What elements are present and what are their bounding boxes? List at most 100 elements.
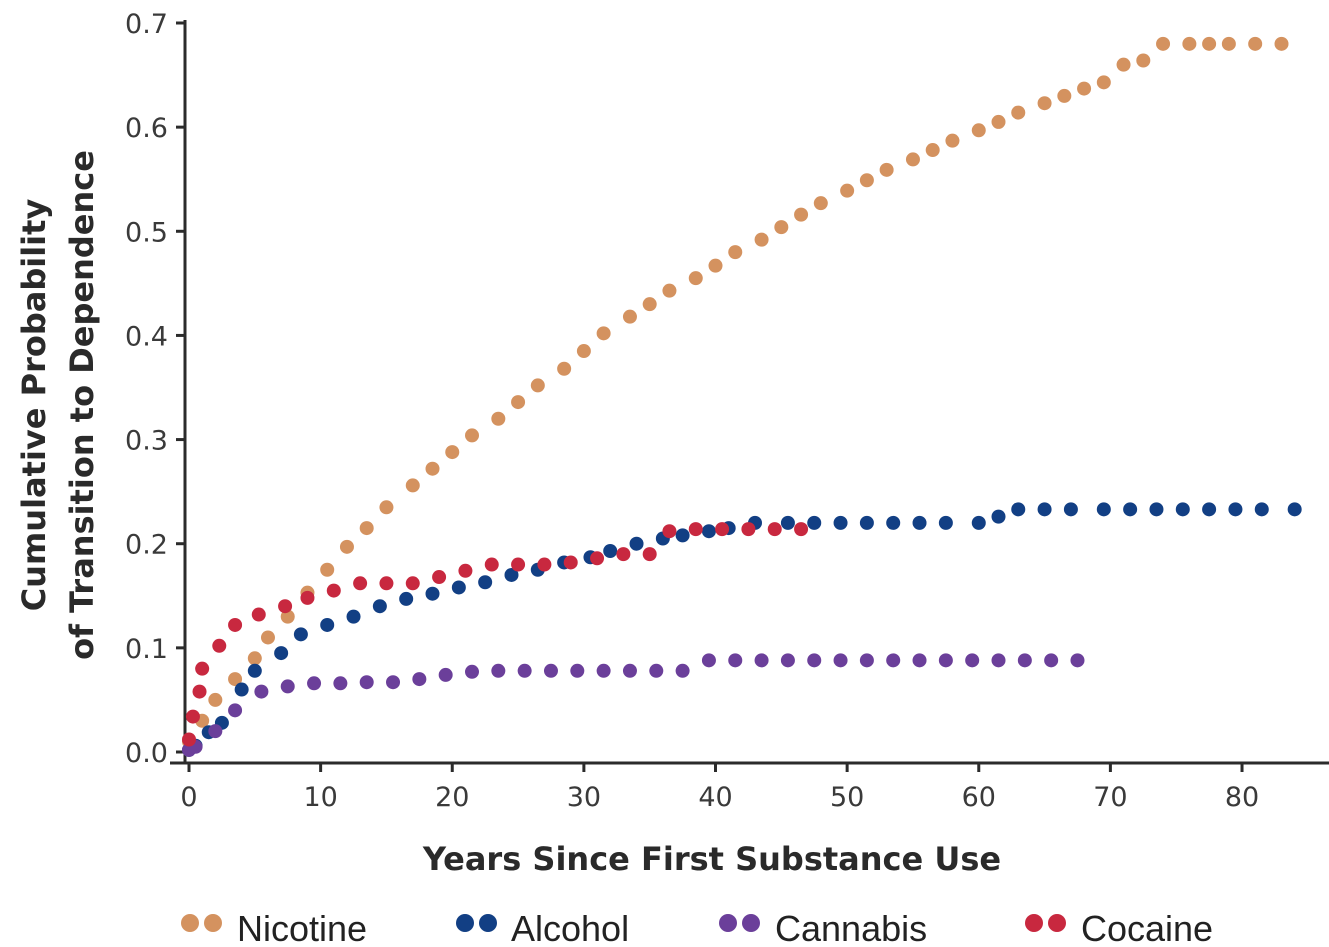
alcohol-point	[1254, 502, 1269, 517]
cocaine-point	[182, 732, 196, 747]
nicotine-point	[320, 562, 335, 577]
series-alcohol	[182, 502, 1302, 757]
cannabis-point	[675, 663, 690, 678]
cannabis-point	[780, 653, 795, 668]
nicotine-point	[425, 461, 440, 476]
nicotine-point	[1077, 81, 1092, 96]
nicotine-point	[530, 378, 545, 393]
x-tick-label: 30	[567, 782, 601, 813]
nicotine-point	[359, 521, 374, 536]
axes: 0.0 0.1 0.2 0.3 0.4 0.5 0.6 0.7 0 10 20 30 40 50 60 70…	[125, 9, 1329, 813]
alcohol-point	[629, 536, 644, 551]
nicotine-point	[642, 297, 657, 312]
cannabis-point	[807, 653, 822, 668]
cannabis-point	[254, 684, 269, 699]
alcohol-point	[399, 591, 414, 606]
legend-swatch-dot	[1048, 914, 1066, 932]
alcohol-point	[1287, 502, 1302, 517]
cocaine-point	[794, 522, 809, 537]
alcohol-point	[247, 663, 262, 678]
legend-swatch-dot	[742, 914, 760, 932]
alcohol-point	[504, 567, 519, 582]
nicotine-point	[971, 123, 986, 138]
cocaine-point	[688, 522, 703, 537]
nicotine-point	[596, 326, 611, 341]
cocaine-point	[741, 522, 756, 537]
nicotine-point	[445, 445, 460, 460]
alcohol-point	[1123, 502, 1138, 517]
cannabis-point	[491, 663, 506, 678]
cocaine-point	[432, 570, 447, 585]
cocaine-point	[642, 547, 657, 562]
cannabis-point	[465, 664, 479, 679]
nicotine-point	[379, 500, 394, 515]
nicotine-point	[557, 361, 572, 376]
series-cannabis	[182, 653, 1085, 757]
cannabis-point	[228, 703, 243, 718]
cannabis-point	[359, 675, 374, 690]
nicotine-point	[905, 152, 920, 167]
y-tick-label: 0.2	[125, 530, 168, 561]
nicotine-point	[465, 428, 479, 443]
legend-swatch-dot	[719, 914, 737, 932]
alcohol-point	[807, 515, 822, 530]
alcohol-point	[346, 609, 361, 624]
y-axis-title: Cumulative Probability of Transition to …	[15, 150, 101, 660]
alcohol-point	[478, 575, 493, 590]
alcohol-point	[675, 528, 690, 543]
x-tick-label: 50	[830, 782, 864, 813]
alcohol-point	[1228, 502, 1243, 517]
cocaine-point	[715, 522, 730, 537]
alcohol-point	[912, 515, 927, 530]
y-tick-label: 0.3	[125, 426, 168, 457]
nicotine-point	[840, 183, 855, 198]
legend-item-cocaine: Cocaine	[1025, 908, 1213, 947]
series-cocaine	[182, 522, 809, 747]
cocaine-point	[228, 617, 243, 632]
cannabis-point	[649, 663, 664, 678]
cannabis-point	[1070, 653, 1085, 668]
nicotine-point	[339, 539, 354, 554]
nicotine-point	[813, 196, 828, 211]
alcohol-point	[833, 515, 848, 530]
x-tick-label: 20	[435, 782, 469, 813]
cocaine-point	[767, 522, 782, 537]
alcohol-point	[1175, 502, 1190, 517]
series-layer	[182, 36, 1302, 757]
alcohol-point	[425, 586, 440, 601]
alcohol-point	[1011, 502, 1026, 517]
cannabis-point	[991, 653, 1006, 668]
cocaine-point	[185, 709, 200, 724]
cocaine-point	[511, 557, 526, 572]
alcohol-point	[886, 515, 901, 530]
cannabis-point	[307, 676, 322, 691]
cocaine-point	[662, 524, 677, 539]
alcohol-point	[372, 599, 387, 614]
alcohol-point	[274, 646, 289, 661]
series-nicotine	[182, 36, 1289, 749]
x-tick-label: 80	[1225, 782, 1259, 813]
cocaine-point	[379, 576, 394, 591]
nicotine-point	[1202, 36, 1217, 51]
legend-swatch-dot	[1025, 914, 1043, 932]
nicotine-point	[945, 133, 960, 148]
alcohol-point	[1202, 502, 1217, 517]
cannabis-point	[1017, 653, 1032, 668]
cocaine-point	[300, 590, 315, 605]
cocaine-point	[195, 661, 210, 676]
y-ticks: 0.0 0.1 0.2 0.3 0.4 0.5 0.6 0.7	[125, 9, 185, 769]
y-tick-label: 0.5	[125, 217, 168, 248]
cannabis-point	[912, 653, 927, 668]
alcohol-point	[780, 515, 795, 530]
cocaine-point	[405, 576, 420, 591]
legend-item-cannabis: Cannabis	[719, 908, 927, 947]
nicotine-point	[1136, 53, 1151, 68]
cannabis-point	[543, 663, 558, 678]
nicotine-point	[728, 245, 743, 260]
legend-swatch-dot	[456, 914, 474, 932]
nicotine-point	[754, 232, 769, 247]
nicotine-point	[1037, 96, 1052, 111]
nicotine-point	[491, 411, 506, 426]
legend-label: Cannabis	[775, 908, 927, 947]
cannabis-point	[208, 724, 223, 739]
